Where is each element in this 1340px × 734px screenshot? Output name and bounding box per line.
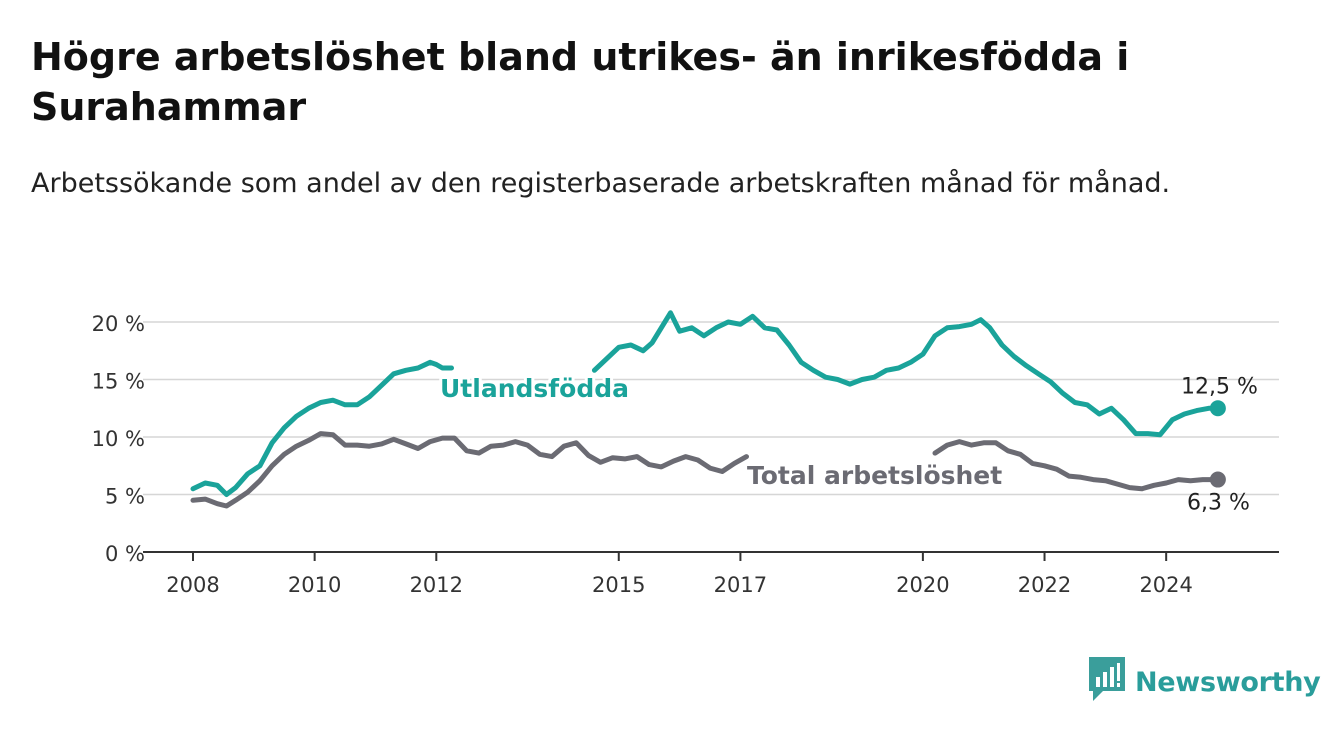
newsworthy-brand: Newsworthy <box>1089 657 1321 707</box>
end-value-label: 12,5 % <box>1181 374 1258 399</box>
newsworthy-brand-name: Newsworthy <box>1135 666 1321 698</box>
x-tick-label: 2020 <box>896 573 949 597</box>
series-lines <box>190 310 1226 509</box>
x-tick-label: 2022 <box>1018 573 1071 597</box>
series-annotation-total: Total arbetslöshet <box>747 461 1002 490</box>
chart-labels: 12,5 % 6,3 % Utlandsfödda Total arbetslöshe… <box>437 371 1258 516</box>
y-tick-label: 20 % <box>92 312 145 336</box>
series-end-marker <box>1209 471 1226 488</box>
y-tick-label: 10 % <box>92 427 145 451</box>
x-tick-label: 2017 <box>714 573 767 597</box>
y-tick-label: 5 % <box>105 485 145 509</box>
x-tick-label: 2010 <box>288 573 341 597</box>
series-end-marker <box>1209 400 1226 417</box>
chart-title: Högre arbetslöshet bland utrikes- än inr… <box>31 35 1130 129</box>
y-tick-label: 15 % <box>92 370 145 394</box>
newsworthy-logo-icon <box>1089 657 1125 707</box>
chart-subtitle: Arbetssökande som andel av den registerb… <box>31 168 1171 199</box>
series-line-utlandsfodda <box>190 310 1221 497</box>
end-value-label: 6,3 % <box>1187 491 1250 516</box>
axes: 0 % 5 % 10 % 15 % 20 % 2008 2010 2012 2015 2017 20… <box>92 312 1279 597</box>
series-line-total <box>190 431 1221 509</box>
y-tick-label: 0 % <box>105 542 145 566</box>
x-tick-label: 2008 <box>166 573 219 597</box>
x-tick-label: 2012 <box>410 573 463 597</box>
x-tick-label: 2015 <box>592 573 645 597</box>
line-chart: 0 % 5 % 10 % 15 % 20 % 2008 2010 2012 2015 2017 20… <box>92 310 1279 597</box>
series-annotation-utlandsfodda: Utlandsfödda <box>440 374 629 403</box>
x-tick-label: 2024 <box>1139 573 1192 597</box>
